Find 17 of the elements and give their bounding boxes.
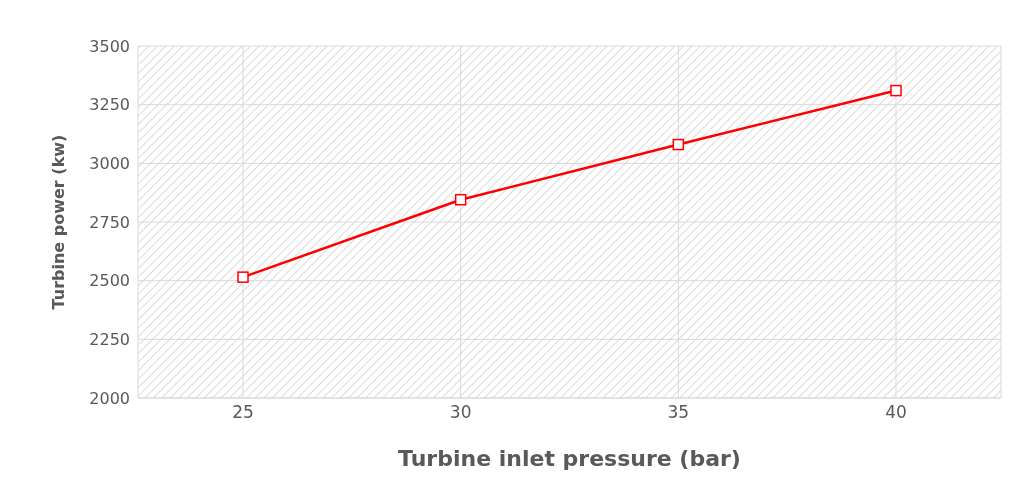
x-tick-label: 35 (667, 402, 690, 423)
x-tick-label: 30 (449, 402, 472, 423)
y-tick-label: 3000 (89, 154, 130, 174)
point (890, 84, 902, 97)
point (454, 193, 467, 206)
y-tick-label: 2750 (89, 212, 130, 232)
y-tick-label: 2000 (89, 388, 130, 408)
y-tick-label: 3250 (89, 95, 130, 115)
y-tick-label: 2500 (89, 271, 130, 291)
point (237, 271, 249, 283)
y-tick-label: 3500 (89, 36, 130, 56)
y-tick-label: 2250 (89, 330, 130, 350)
point (672, 138, 685, 151)
x-axis-title: Turbine inlet pressure (bar) (398, 446, 741, 471)
x-tick-label: 25 (232, 402, 254, 423)
x-tick-label: 40 (885, 402, 907, 423)
y-axis-title: Turbine power (kw) (48, 134, 68, 310)
